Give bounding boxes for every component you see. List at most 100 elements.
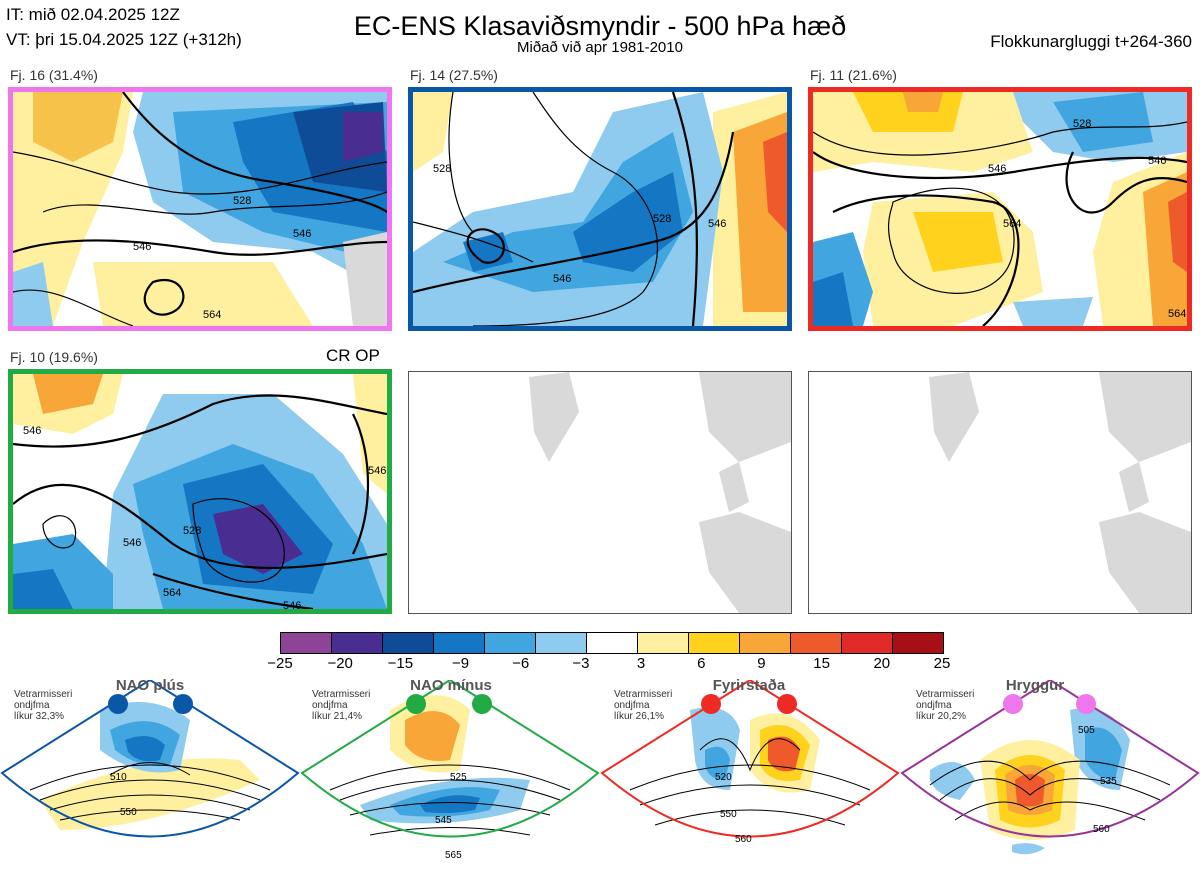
- regime-probability: líkur 32,3%: [14, 711, 65, 722]
- colorbar-swatch: [484, 633, 535, 653]
- panel-4-contour-label: 528: [183, 525, 201, 537]
- panel-3-contour-label: 564: [1168, 308, 1186, 320]
- colorbar-tick-label: −25: [267, 655, 293, 672]
- regime-marker-dot: [406, 694, 426, 714]
- colorbar-tick-label: 15: [813, 655, 830, 672]
- regime-season: Vetrarmisseri: [312, 689, 371, 700]
- colorbar-swatch: [586, 633, 637, 653]
- panel-2-label: Fj. 14 (27.5%): [410, 67, 498, 83]
- panel-4-contour-label: 564: [163, 587, 181, 599]
- panel-2-contour-label: 528: [653, 213, 671, 225]
- regime-contour-label: 565: [445, 850, 462, 861]
- panel-2-contour-label: 546: [553, 273, 571, 285]
- colorbar-tick-label: −6: [512, 655, 530, 672]
- regime-probability: líkur 26,1%: [614, 711, 665, 722]
- regime-months: ondjfma: [614, 700, 650, 711]
- panel-4-label: Fj. 10 (19.6%): [10, 349, 98, 365]
- regime-nao-plus: 510 550 Vetrarmisseri ondjfma líkur 32,3…: [0, 677, 300, 871]
- colorbar-tick-label: −3: [572, 655, 590, 672]
- colorbar-swatch: [433, 633, 484, 653]
- regime-contour-label: 550: [720, 809, 737, 820]
- page-title: EC-ENS Klasaviðsmyndir - 500 hPa hæð: [353, 11, 847, 41]
- panel-3-label: Fj. 11 (21.6%): [810, 67, 897, 83]
- regime-season: Vetrarmisseri: [614, 689, 673, 700]
- panel-1-contour-label: 564: [203, 309, 221, 321]
- cr-op-tag: CR OP: [326, 346, 380, 365]
- regime-name: Fyrirstaða: [712, 677, 786, 694]
- regime-season: Vetrarmisseri: [916, 689, 975, 700]
- panel-3-contour-label: 564: [1003, 218, 1021, 230]
- colorbar-tick-label: −15: [387, 655, 414, 672]
- colorbar-swatch: [281, 633, 331, 653]
- colorbar-tick-label: −20: [327, 655, 353, 672]
- empty-map-panel-5: [408, 371, 792, 614]
- colorbar-swatch: [739, 633, 790, 653]
- regime-name: NAO plús: [115, 677, 185, 694]
- regime-probability: líkur 21,4%: [312, 711, 363, 722]
- regime-months: ondjfma: [14, 700, 50, 711]
- colorbar: [280, 632, 944, 654]
- colorbar-ticks: −25 −20 −15 −9 −6 −3 3 6 9 15 20 25: [0, 655, 1200, 675]
- regime-contour-label: 545: [435, 815, 452, 826]
- regime-marker-dot: [472, 694, 492, 714]
- colorbar-swatch: [790, 633, 841, 653]
- panel-3-contour-label: 546: [1148, 155, 1166, 167]
- panel-3-contour-label: 528: [1073, 118, 1091, 130]
- colorbar-tick-label: 9: [757, 655, 766, 672]
- regime-marker-dot: [1003, 694, 1023, 714]
- panel-2-contour-label: 546: [708, 218, 726, 230]
- regime-marker-dot: [777, 694, 797, 714]
- colorbar-tick-label: −9: [451, 655, 470, 672]
- regime-months: ondjfma: [916, 700, 952, 711]
- panel-4-contour-label: 546: [123, 537, 141, 549]
- panel-3-contour-label: 546: [988, 163, 1006, 175]
- regime-blocking: 520 550 560 Vetrarmisseri ondjfma líkur …: [600, 677, 900, 871]
- panel-1-contour-label: 528: [233, 195, 251, 207]
- regime-months: ondjfma: [312, 700, 348, 711]
- cluster-map-panel-2: 528 528 546 546: [408, 87, 792, 331]
- classification-window: Flokkunargluggi t+264-360: [990, 32, 1192, 51]
- cluster-map-panel-1: 528 546 546 564: [8, 87, 392, 331]
- colorbar-tick-label: 3: [636, 655, 646, 672]
- regime-contour-label: 560: [735, 834, 752, 845]
- regime-contour-label: 520: [715, 772, 732, 783]
- colorbar-swatch: [637, 633, 688, 653]
- regime-marker-dot: [1076, 694, 1096, 714]
- cluster-map-panel-3: 528 546 546 564 564: [808, 87, 1192, 331]
- panel-1-label: Fj. 16 (31.4%): [10, 67, 98, 83]
- colorbar-swatch: [331, 633, 382, 653]
- colorbar-tick-label: 25: [933, 655, 951, 672]
- regime-marker-dot: [173, 694, 193, 714]
- cluster-map-panel-4: 528 546 546 546 564 546: [8, 369, 392, 614]
- regime-marker-dot: [701, 694, 721, 714]
- regime-contour-label: 510: [110, 772, 127, 783]
- regime-name: Hryggur: [1005, 677, 1065, 694]
- regime-contour-label: 525: [450, 772, 467, 783]
- colorbar-tick-label: 20: [873, 655, 891, 672]
- regime-season: Vetrarmisseri: [14, 689, 73, 700]
- colorbar-swatch: [688, 633, 739, 653]
- regime-name: NAO mínus: [410, 677, 492, 694]
- valid-time: VT: þri 15.04.2025 12Z (+312h): [6, 30, 242, 49]
- regime-contour-label: 535: [1100, 776, 1117, 787]
- page-subtitle: Miðað við apr 1981-2010: [517, 39, 683, 56]
- regime-probability: líkur 20,2%: [916, 711, 967, 722]
- colorbar-swatch: [841, 633, 892, 653]
- regime-contour-label: 550: [120, 807, 137, 818]
- colorbar-swatch: [535, 633, 586, 653]
- colorbar-tick-label: 6: [697, 655, 706, 672]
- regime-row: 510 550 Vetrarmisseri ondjfma líkur 32,3…: [0, 677, 1200, 871]
- regime-ridge: 505 535 560 Vetrarmisseri ondjfma líkur …: [900, 677, 1200, 871]
- panel-4-contour-label: 546: [368, 465, 386, 477]
- empty-map-panel-6: [808, 371, 1192, 614]
- panel-2-contour-label: 528: [433, 163, 451, 175]
- colorbar-swatch: [382, 633, 433, 653]
- issue-time: IT: mið 02.04.2025 12Z: [6, 5, 180, 24]
- regime-nao-minus: 525 545 565 Vetrarmisseri ondjfma líkur …: [300, 677, 600, 871]
- regime-contour-label: 560: [1093, 824, 1110, 835]
- regime-contour-label: 505: [1078, 725, 1095, 736]
- panel-1-contour-label: 546: [293, 228, 311, 240]
- regime-marker-dot: [108, 694, 128, 714]
- panel-4-contour-label: 546: [23, 425, 41, 437]
- colorbar-swatch: [892, 633, 943, 653]
